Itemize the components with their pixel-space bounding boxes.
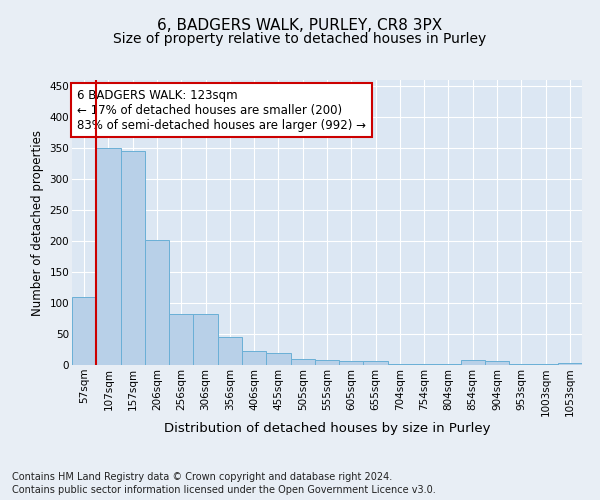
- Bar: [145, 240, 169, 365]
- Text: Contains HM Land Registry data © Crown copyright and database right 2024.: Contains HM Land Registry data © Crown c…: [12, 472, 392, 482]
- Bar: [72, 297, 96, 365]
- Text: Contains public sector information licensed under the Open Government Licence v3: Contains public sector information licen…: [12, 485, 436, 495]
- Bar: [412, 364, 436, 365]
- Bar: [533, 364, 558, 365]
- Text: 6, BADGERS WALK, PURLEY, CR8 3PX: 6, BADGERS WALK, PURLEY, CR8 3PX: [157, 18, 443, 32]
- Bar: [461, 360, 485, 365]
- Text: Size of property relative to detached houses in Purley: Size of property relative to detached ho…: [113, 32, 487, 46]
- Text: 6 BADGERS WALK: 123sqm
← 17% of detached houses are smaller (200)
83% of semi-de: 6 BADGERS WALK: 123sqm ← 17% of detached…: [77, 88, 366, 132]
- Bar: [509, 364, 533, 365]
- Bar: [485, 362, 509, 365]
- Bar: [290, 359, 315, 365]
- Bar: [193, 314, 218, 365]
- Bar: [315, 360, 339, 365]
- Bar: [339, 360, 364, 365]
- Bar: [436, 364, 461, 365]
- Bar: [169, 314, 193, 365]
- Bar: [121, 151, 145, 365]
- Bar: [242, 352, 266, 365]
- Y-axis label: Number of detached properties: Number of detached properties: [31, 130, 44, 316]
- Bar: [96, 148, 121, 365]
- X-axis label: Distribution of detached houses by size in Purley: Distribution of detached houses by size …: [164, 422, 490, 435]
- Bar: [266, 352, 290, 365]
- Bar: [388, 364, 412, 365]
- Bar: [558, 362, 582, 365]
- Bar: [218, 336, 242, 365]
- Bar: [364, 362, 388, 365]
